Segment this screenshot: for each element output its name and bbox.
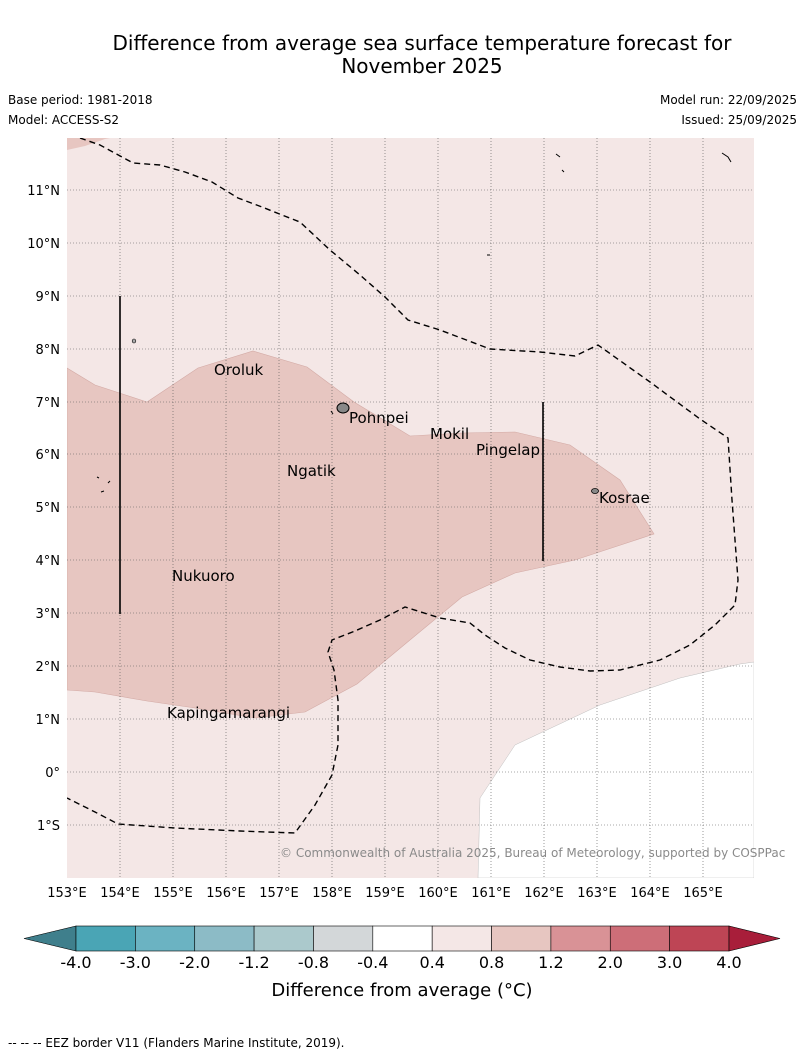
lat-label: 7°N — [36, 396, 61, 411]
lat-label: 5°N — [36, 501, 61, 516]
colorbar-cell — [550, 925, 611, 952]
colorbar-cell — [372, 925, 433, 952]
copyright-notice: © Commonwealth of Australia 2025, Bureau… — [280, 846, 786, 860]
chart-title: Difference from average sea surface temp… — [0, 32, 804, 78]
colorbar-cell — [313, 925, 374, 952]
lon-label: 163°E — [577, 886, 617, 901]
lon-label: 159°E — [365, 886, 405, 901]
lon-label: 155°E — [153, 886, 193, 901]
colorbar: -4.0 -3.0 -2.0 -1.2 -0.8 -0.4 0.4 0.8 1.2 2.0 3.0 4… — [23, 925, 781, 972]
anomaly-fill-0.8-1.2 — [67, 350, 655, 719]
lon-label: 164°E — [630, 886, 670, 901]
latitude-labels: 11°N 10°N 9°N 8°N 7°N 6°N 5°N 4°N 3°N 2°… — [27, 184, 60, 834]
colorbar-cell — [75, 925, 136, 952]
lon-label: 154°E — [100, 886, 140, 901]
lat-label: 4°N — [36, 554, 61, 569]
colorbar-tick-label: -2.0 — [179, 953, 210, 972]
colorbar-label: Difference from average (°C) — [271, 980, 533, 1001]
map-plot-area — [67, 138, 754, 878]
colorbar-extend-low — [23, 925, 77, 952]
colorbar-cell — [431, 925, 492, 952]
base-period: Base period: 1981-2018 — [8, 93, 153, 107]
colorbar-cell — [609, 925, 670, 952]
colorbar-tick-label: 2.0 — [598, 953, 623, 972]
place-label-pingelap: Pingelap — [476, 441, 540, 459]
colorbar-tick-label: -4.0 — [60, 953, 91, 972]
place-label-pohnpei: Pohnpei — [349, 409, 409, 427]
lon-label: 157°E — [259, 886, 299, 901]
longitude-labels: 153°E 154°E 155°E 156°E 157°E 158°E 159°… — [47, 886, 723, 901]
colorbar-extend-high — [728, 925, 781, 952]
lat-label: 1°N — [36, 713, 61, 728]
lon-label: 165°E — [683, 886, 723, 901]
colorbar-tick-label: 1.2 — [538, 953, 563, 972]
colorbar-tick-label: 3.0 — [657, 953, 682, 972]
place-labels: Oroluk Pohnpei Mokil Pingelap Ngatik Kos… — [167, 361, 650, 722]
lat-label: 9°N — [36, 290, 61, 305]
colorbar-cell — [253, 925, 314, 952]
place-label-mokil: Mokil — [430, 425, 469, 443]
pohnpei-island — [336, 402, 350, 414]
lon-label: 158°E — [312, 886, 352, 901]
colorbar-tick-label: -0.8 — [298, 953, 329, 972]
place-label-nukuoro: Nukuoro — [172, 567, 235, 585]
place-label-ngatik: Ngatik — [287, 462, 336, 480]
colorbar-cell — [135, 925, 196, 952]
colorbar-tick-label: -1.2 — [238, 953, 269, 972]
anomaly-fill-corner — [67, 138, 110, 150]
colorbar-tick-label: 0.8 — [479, 953, 504, 972]
colorbar-tick-label: 4.0 — [716, 953, 741, 972]
lat-label: 10°N — [27, 237, 60, 252]
anomaly-fill-below-0.4 — [477, 661, 754, 878]
colorbar-cell — [194, 925, 255, 952]
model-name: Model: ACCESS-S2 — [8, 113, 120, 127]
lon-label: 162°E — [524, 886, 564, 901]
lon-label: 156°E — [206, 886, 246, 901]
place-label-kosrae: Kosrae — [599, 489, 650, 507]
eez-legend-note: -- -- -- EEZ border V11 (Flanders Marine… — [8, 1036, 345, 1050]
eez-border — [67, 138, 739, 834]
lat-label: 8°N — [36, 343, 61, 358]
colorbar-tick-label: -0.4 — [357, 953, 388, 972]
islet — [131, 338, 137, 344]
colorbar-cell — [669, 925, 730, 952]
title-line-1: Difference from average sea surface temp… — [112, 31, 732, 55]
place-label-oroluk: Oroluk — [214, 361, 263, 379]
kosrae-island — [591, 488, 599, 494]
lat-label: 2°N — [36, 660, 61, 675]
islet — [330, 410, 334, 415]
lat-label: 0° — [45, 766, 60, 781]
lat-label: 11°N — [27, 184, 60, 199]
lon-label: 153°E — [47, 886, 87, 901]
colorbar-cell — [491, 925, 552, 952]
map-gridlines — [67, 138, 754, 878]
model-run: Model run: 22/09/2025 — [659, 93, 797, 107]
colorbar-tick-label: 0.4 — [419, 953, 444, 972]
islet — [555, 153, 565, 173]
lon-label: 161°E — [471, 886, 511, 901]
title-line-2: November 2025 — [341, 54, 503, 78]
islet — [96, 476, 111, 493]
lat-label: 6°N — [36, 448, 61, 463]
issued-date: Issued: 25/09/2025 — [681, 113, 797, 127]
lon-label: 160°E — [418, 886, 458, 901]
colorbar-tick-label: -3.0 — [120, 953, 151, 972]
lat-label: 1°S — [37, 819, 60, 834]
place-label-kapingamarangi: Kapingamarangi — [167, 704, 290, 722]
islet — [721, 152, 732, 163]
lat-label: 3°N — [36, 607, 61, 622]
